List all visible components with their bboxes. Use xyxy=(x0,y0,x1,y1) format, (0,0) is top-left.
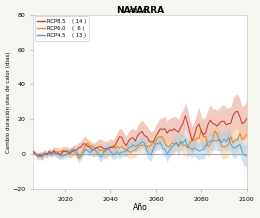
X-axis label: Año: Año xyxy=(133,203,147,213)
Title: NAVARRA: NAVARRA xyxy=(116,5,164,15)
Legend: RCP8.5    ( 14 ), RCP6.0    (  6 ), RCP4.5    ( 13 ): RCP8.5 ( 14 ), RCP6.0 ( 6 ), RCP4.5 ( 13… xyxy=(35,16,89,41)
Y-axis label: Cambio duración olas de calor (días): Cambio duración olas de calor (días) xyxy=(5,51,11,153)
Text: ANUAL: ANUAL xyxy=(129,8,151,14)
